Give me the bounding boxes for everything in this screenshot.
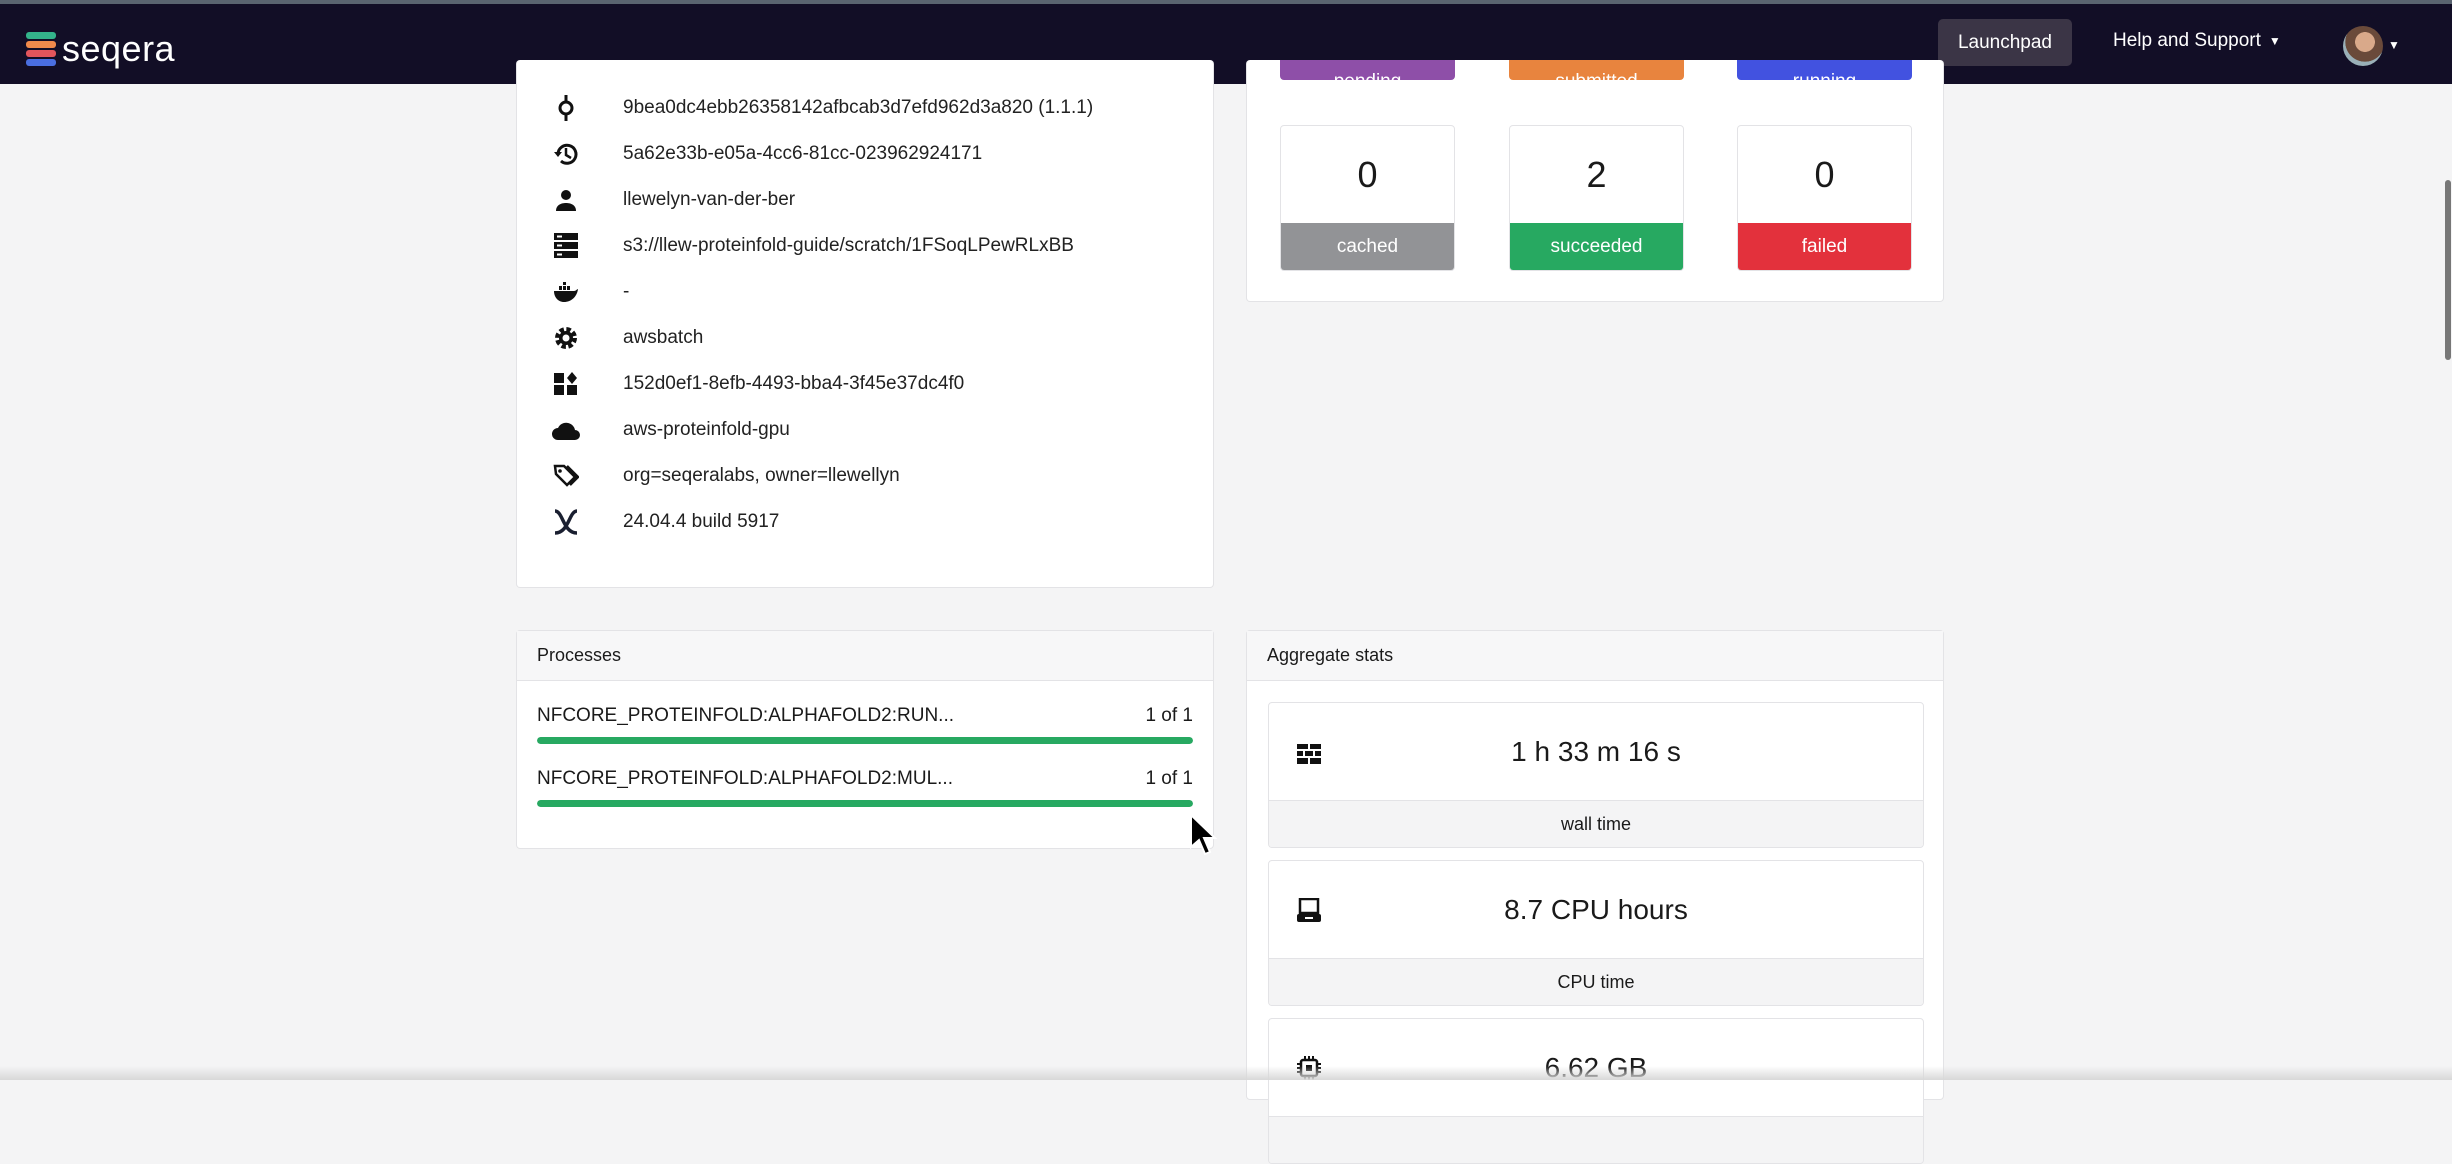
process-count: 1 of 1 <box>1145 705 1193 726</box>
status-running: running <box>1737 60 1912 80</box>
status-count: 0 <box>1357 153 1378 195</box>
docker-icon <box>551 277 581 307</box>
mouse-cursor-icon <box>1190 813 1218 856</box>
status-label: submitted <box>1555 72 1637 80</box>
status-label: failed <box>1738 223 1911 270</box>
info-value: 24.04.4 build 5917 <box>623 511 780 532</box>
info-row: awsbatch <box>551 323 703 353</box>
progress-fill <box>537 800 1193 807</box>
status-count: 0 <box>1814 153 1835 195</box>
caret-down-icon[interactable]: ▼ <box>2388 38 2400 52</box>
nextflow-icon <box>551 507 581 537</box>
processes-title: Processes <box>517 631 1213 681</box>
tags-icon <box>551 461 581 491</box>
status-submitted: submitted <box>1509 60 1684 80</box>
info-row: 24.04.4 build 5917 <box>551 507 779 537</box>
info-value: 152d0ef1-8efb-4493-bba4-3f45e37dc4f0 <box>623 373 965 394</box>
status-label: succeeded <box>1510 223 1683 270</box>
status-card: pending submitted running 0 cached 2 succeeded… <box>1246 60 1944 302</box>
seqera-logo-icon <box>26 32 56 66</box>
caret-down-icon: ▼ <box>2268 34 2281 48</box>
computer-icon <box>1297 897 1321 929</box>
status-label: pending <box>1334 72 1402 80</box>
process-name: NFCORE_PROTEINFOLD:ALPHAFOLD2:MUL... <box>537 768 953 789</box>
aggregate-stat: 8.7 CPU hours CPU time <box>1268 860 1924 1006</box>
info-row: 5a62e33b-e05a-4cc6-81cc-023962924171 <box>551 139 982 169</box>
user-icon <box>551 185 581 215</box>
process-item[interactable]: NFCORE_PROTEINFOLD:ALPHAFOLD2:MUL... 1 of… <box>537 768 1193 807</box>
brand-name: seqera <box>62 28 176 69</box>
history-icon <box>551 139 581 169</box>
stat-value: 1 h 33 m 16 s <box>1511 735 1681 767</box>
status-label: running <box>1793 72 1856 80</box>
processes-card: Processes NFCORE_PROTEINFOLD:ALPHAFOLD2:… <box>516 630 1214 849</box>
info-value: 9bea0dc4ebb26358142afbcab3d7efd962d3a820… <box>623 97 1094 118</box>
info-value: llewelyn-van-der-ber <box>623 189 796 210</box>
stat-value: 8.7 CPU hours <box>1504 893 1688 925</box>
info-value: org=seqeralabs, owner=llewellyn <box>623 465 900 486</box>
aggregate-stat: 1 h 33 m 16 s wall time <box>1268 702 1924 848</box>
info-value: - <box>623 281 630 302</box>
stat-label: wall time <box>1269 800 1923 847</box>
aggregate-stats-title: Aggregate stats <box>1247 631 1943 681</box>
process-progress-bar <box>537 737 1193 744</box>
window-top-edge <box>0 0 2452 4</box>
widgets-icon <box>551 369 581 399</box>
avatar[interactable] <box>2343 26 2383 66</box>
progress-fill <box>537 737 1193 744</box>
wall-icon <box>1297 739 1321 771</box>
info-row: s3://llew-proteinfold-guide/scratch/1FSo… <box>551 231 1074 261</box>
info-value: 5a62e33b-e05a-4cc6-81cc-023962924171 <box>623 143 983 164</box>
status-count: 2 <box>1586 153 1607 195</box>
info-row: org=seqeralabs, owner=llewellyn <box>551 461 900 491</box>
status-cached: 0 cached <box>1280 125 1455 271</box>
process-count: 1 of 1 <box>1145 768 1193 789</box>
process-progress-bar <box>537 800 1193 807</box>
storage-icon <box>551 231 581 261</box>
launchpad-button[interactable]: Launchpad <box>1938 19 2072 66</box>
process-name: NFCORE_PROTEINFOLD:ALPHAFOLD2:RUN... <box>537 705 955 726</box>
stat-label <box>1269 1116 1923 1163</box>
info-row: aws-proteinfold-gpu <box>551 415 790 445</box>
help-and-support-menu[interactable]: Help and Support ▼ <box>2113 30 2281 52</box>
info-row: 152d0ef1-8efb-4493-bba4-3f45e37dc4f0 <box>551 369 964 399</box>
bottom-edge <box>0 1066 2452 1080</box>
navbar: seqera Launchpad Help and Support ▼ ▼ <box>0 4 2452 84</box>
run-info-card: 9bea0dc4ebb26358142afbcab3d7efd962d3a820… <box>516 60 1214 588</box>
stat-label: CPU time <box>1269 958 1923 1005</box>
gear-icon <box>551 323 581 353</box>
status-pending: pending <box>1280 60 1455 80</box>
aggregate-stat: 6.62 GB <box>1268 1018 1924 1164</box>
info-value: s3://llew-proteinfold-guide/scratch/1FSo… <box>623 235 1074 256</box>
cloud-icon <box>551 415 581 445</box>
seqera-logo[interactable]: seqera <box>26 28 175 70</box>
help-label: Help and Support <box>2113 30 2261 51</box>
info-value: aws-proteinfold-gpu <box>623 419 790 440</box>
scrollbar[interactable] <box>2445 180 2451 360</box>
commit-icon <box>551 93 581 123</box>
status-label: cached <box>1281 223 1454 270</box>
info-row: 9bea0dc4ebb26358142afbcab3d7efd962d3a820… <box>551 93 1093 123</box>
info-row: - <box>551 277 629 307</box>
info-value: awsbatch <box>623 327 704 348</box>
aggregate-stats-card: Aggregate stats 1 h 33 m 16 s wall time 8.… <box>1246 630 1944 1164</box>
process-item[interactable]: NFCORE_PROTEINFOLD:ALPHAFOLD2:RUN... 1 of… <box>537 705 1193 744</box>
info-row: llewelyn-van-der-ber <box>551 185 795 215</box>
status-failed: 0 failed <box>1737 125 1912 271</box>
status-succeeded: 2 succeeded <box>1509 125 1684 271</box>
